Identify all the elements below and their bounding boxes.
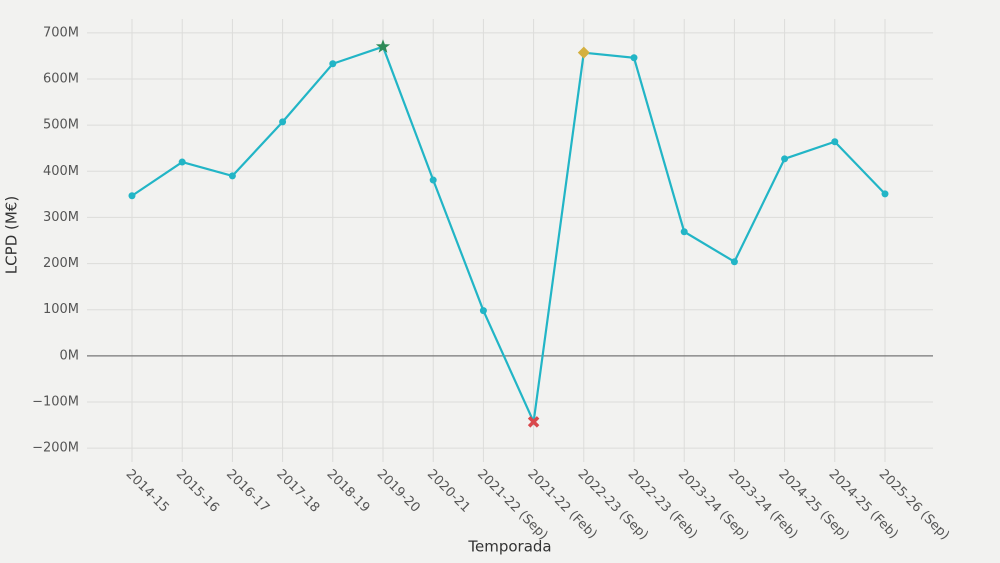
point: [680, 228, 688, 236]
point: [228, 172, 236, 180]
point: [479, 307, 487, 315]
y-axis-title: LCPD (M€): [3, 196, 21, 274]
y-tick-label: 600M: [43, 71, 79, 86]
point: [881, 190, 889, 198]
line: [131, 45, 886, 426]
point: [781, 155, 789, 163]
y-tick-label: 400M: [43, 164, 79, 179]
y-tick-label: 500M: [43, 118, 79, 133]
point-cross: [527, 416, 540, 428]
point: [630, 54, 638, 62]
y-tick-label: 700M: [43, 25, 79, 40]
y-tick-label: −100M: [32, 395, 79, 410]
y-tick-label: 300M: [43, 210, 79, 225]
point-star: [375, 39, 391, 53]
point: [730, 258, 738, 266]
point: [279, 118, 287, 126]
y-tick-label: 100M: [43, 302, 79, 317]
point: [831, 138, 839, 146]
y-tick-label: 0M: [60, 348, 80, 363]
point: [329, 60, 337, 68]
y-tick-label: −200M: [32, 441, 79, 456]
point: [178, 158, 186, 166]
x-axis-title: Temporada: [467, 538, 551, 556]
point: [128, 192, 136, 200]
point: [429, 176, 437, 184]
point-diamond: [577, 46, 590, 59]
y-tick-label: 200M: [43, 256, 79, 271]
